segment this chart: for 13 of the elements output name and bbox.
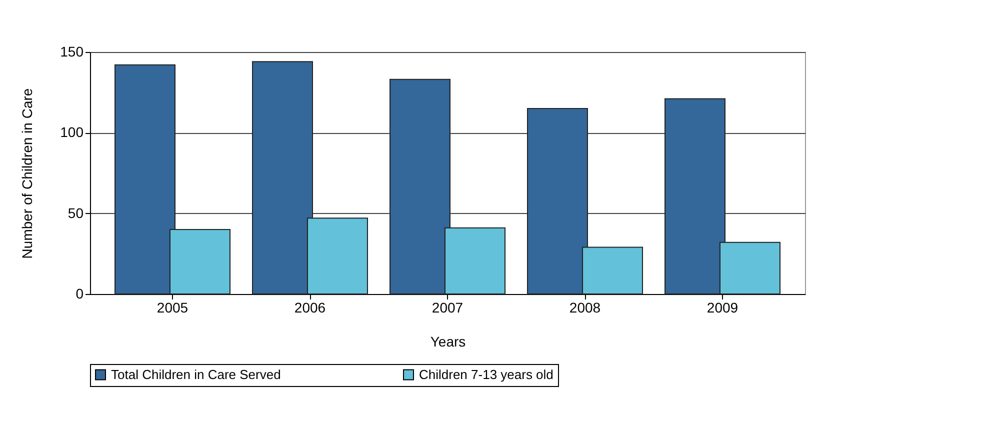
x-tick-label: 2007 [432,300,464,316]
y-tick-label: 0 [76,286,84,302]
y-axis-title: Number of Children in Care [19,88,36,259]
legend-label: Children 7-13 years old [419,366,554,382]
x-tick-label: 2006 [294,300,326,316]
x-tick-label: 2009 [706,300,738,316]
x-tick-label: 2008 [569,300,601,316]
legend-label: Total Children in Care Served [111,366,281,382]
x-axis-title: Years [430,334,466,350]
y-tick-label: 150 [60,44,84,60]
x-tick-label: 2005 [156,300,188,316]
y-tick-label: 50 [68,204,84,221]
y-tick-label: 100 [60,124,84,140]
